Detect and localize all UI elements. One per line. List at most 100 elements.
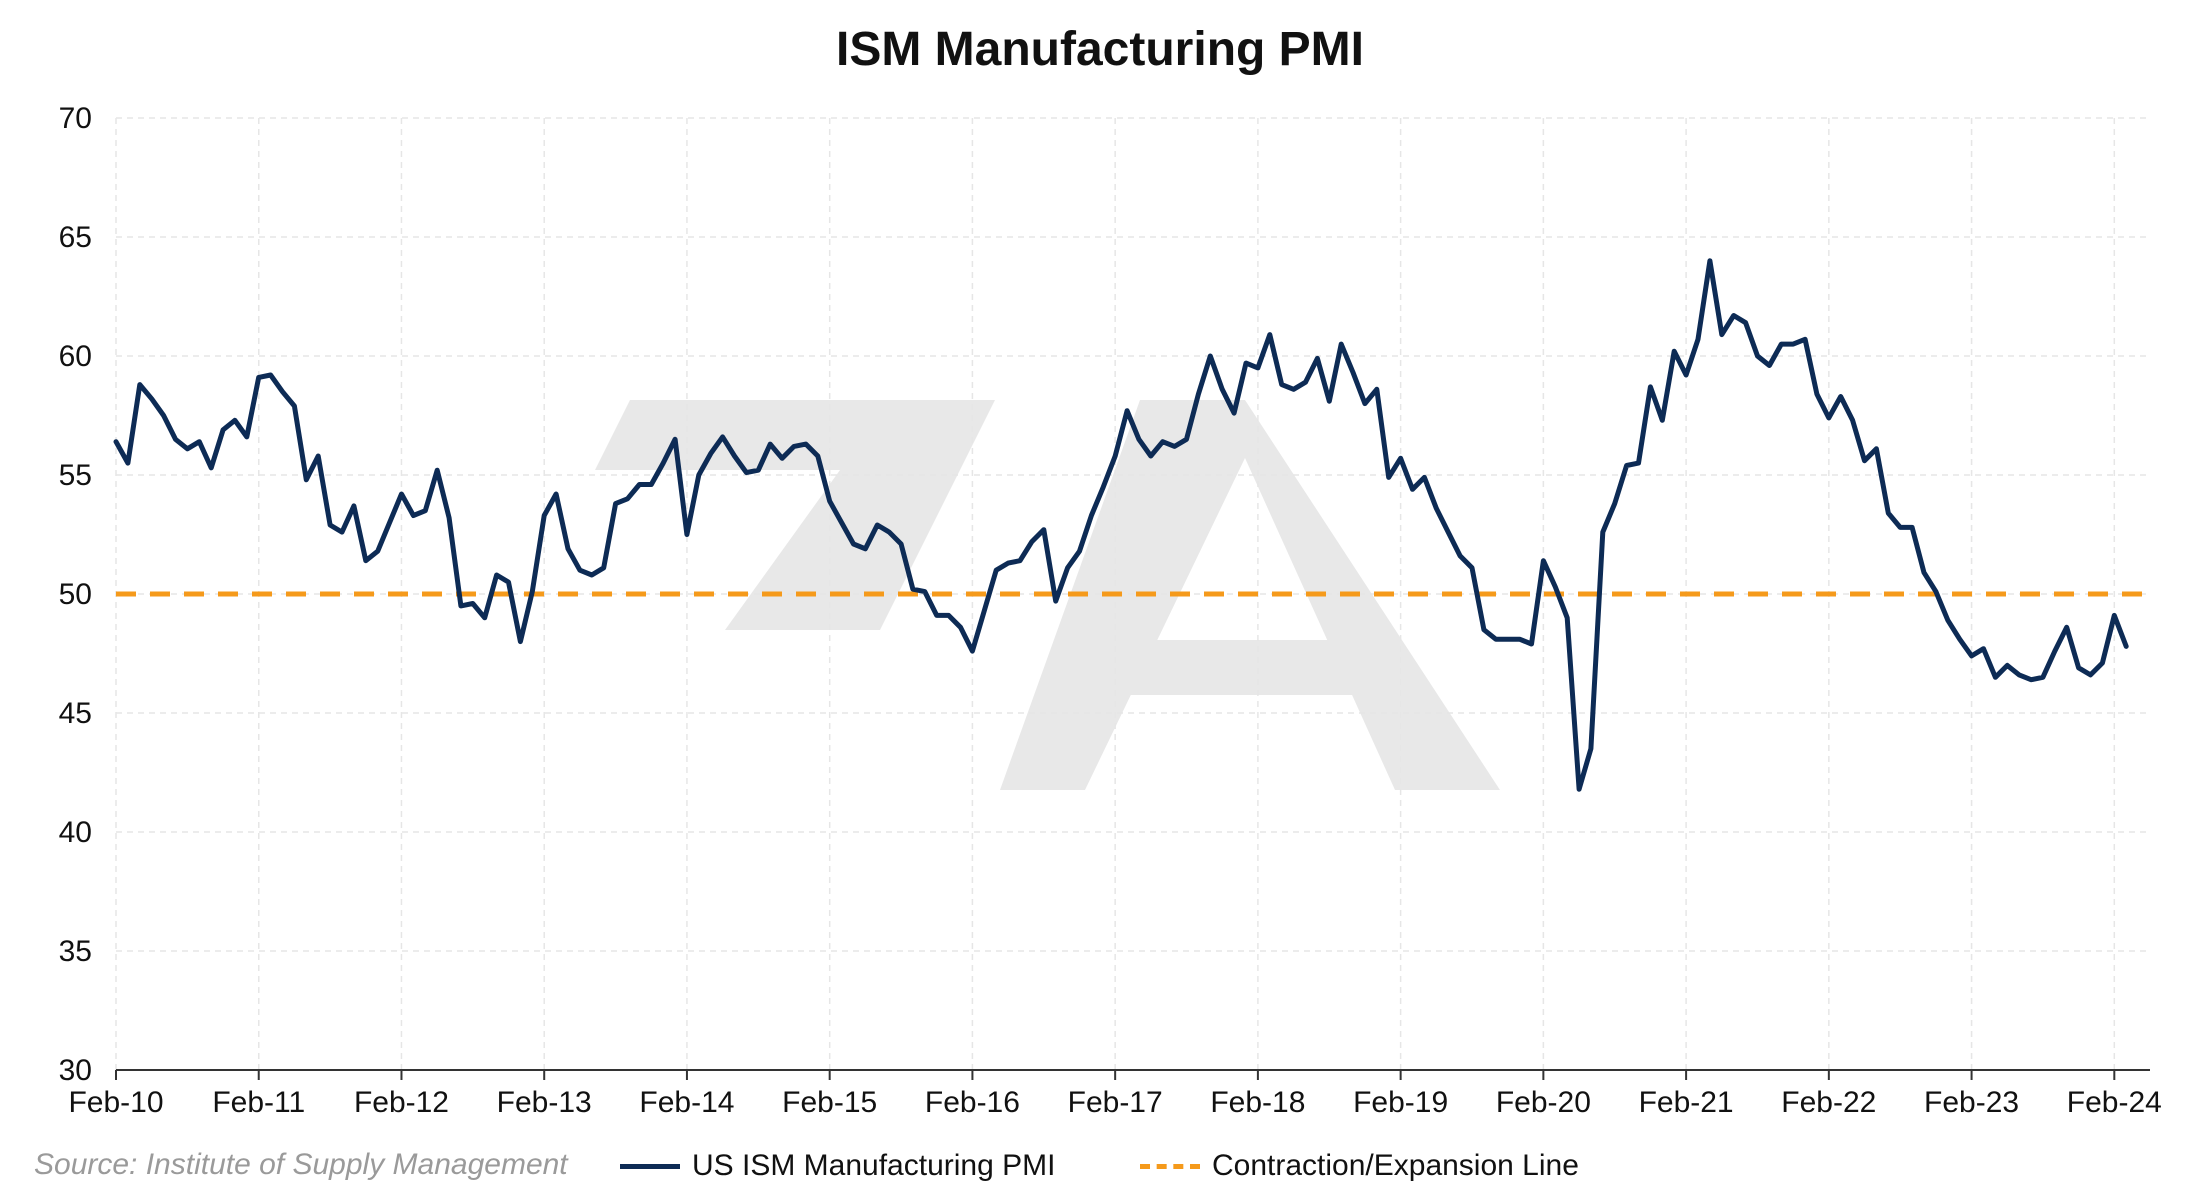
y-tick-label: 55	[59, 459, 92, 492]
pmi-data-point	[1315, 356, 1320, 361]
pmi-data-point	[1874, 446, 1879, 451]
pmi-data-point	[1232, 411, 1237, 416]
pmi-data-point	[1470, 565, 1475, 570]
pmi-data-point	[399, 492, 404, 497]
legend-swatch-pmi	[620, 1163, 680, 1169]
pmi-data-point	[1041, 527, 1046, 532]
pmi-data-point	[1446, 530, 1451, 535]
pmi-data-point	[1743, 320, 1748, 325]
pmi-data-point	[1006, 561, 1011, 566]
pmi-data-point	[125, 461, 130, 466]
pmi-data-point	[304, 477, 309, 482]
pmi-data-point	[2029, 677, 2034, 682]
pmi-data-point	[1993, 675, 1998, 680]
x-tick-label: Feb-14	[639, 1086, 734, 1119]
legend-label-contraction-line: Contraction/Expansion Line	[1212, 1149, 1579, 1182]
pmi-data-point	[851, 542, 856, 547]
pmi-data-point	[1719, 332, 1724, 337]
pmi-data-point	[482, 615, 487, 620]
pmi-data-point	[1969, 653, 1974, 658]
pmi-data-point	[780, 456, 785, 461]
pmi-data-point	[792, 444, 797, 449]
x-tick-label: Feb-24	[2067, 1086, 2162, 1119]
pmi-data-point	[613, 501, 618, 506]
pmi-data-point	[1553, 584, 1558, 589]
pmi-data-point	[1660, 418, 1665, 423]
pmi-data-point	[1160, 439, 1165, 444]
pmi-data-point	[137, 382, 142, 387]
pmi-data-point	[708, 451, 713, 456]
pmi-data-point	[1267, 332, 1272, 337]
pmi-data-point	[1922, 570, 1927, 575]
pmi-data-point	[542, 513, 547, 518]
pmi-data-point	[458, 603, 463, 608]
pmi-data-point	[1291, 387, 1296, 392]
pmi-data-point	[2017, 672, 2022, 677]
pmi-data-point	[1208, 354, 1213, 359]
pmi-data-point	[268, 373, 273, 378]
pmi-data-point	[2100, 661, 2105, 666]
pmi-data-point	[1029, 539, 1034, 544]
pmi-data-point	[1101, 484, 1106, 489]
x-tick-label: Feb-23	[1924, 1086, 2019, 1119]
pmi-data-point	[530, 589, 535, 594]
pmi-data-point	[221, 427, 226, 432]
pmi-data-point	[1707, 258, 1712, 263]
pmi-data-point	[363, 558, 368, 563]
pmi-data-point	[1351, 370, 1356, 375]
pmi-data-point	[910, 587, 915, 592]
y-tick-label: 50	[59, 578, 92, 611]
pmi-data-point	[875, 523, 880, 528]
pmi-data-point	[2064, 625, 2069, 630]
pmi-data-point	[1696, 337, 1701, 342]
pmi-data-point	[1386, 475, 1391, 480]
pmi-data-point	[2076, 665, 2081, 670]
pmi-data-point	[946, 613, 951, 618]
pmi-data-point	[673, 437, 678, 442]
pmi-data-point	[1458, 553, 1463, 558]
pmi-data-point	[375, 549, 380, 554]
pmi-data-point	[1362, 401, 1367, 406]
chart-title: ISM Manufacturing PMI	[836, 23, 1364, 76]
x-tick-label: Feb-15	[782, 1086, 877, 1119]
pmi-data-point	[1565, 615, 1570, 620]
legend-swatch-contraction-line	[1140, 1163, 1200, 1169]
pmi-data-point	[1125, 408, 1130, 413]
pmi-data-point	[1184, 437, 1189, 442]
pmi-data-point	[1279, 382, 1284, 387]
pmi-data-point	[197, 439, 202, 444]
pmi-data-point	[1255, 365, 1260, 370]
pmi-data-point	[423, 508, 428, 513]
pmi-data-point	[1244, 361, 1249, 366]
pmi-data-point	[696, 473, 701, 478]
pmi-data-point	[1981, 646, 1986, 651]
pmi-data-point	[1018, 558, 1023, 563]
pmi-data-point	[1339, 342, 1344, 347]
pmi-data-point	[506, 580, 511, 585]
source-note: Source: Institute of Supply Management	[34, 1148, 568, 1181]
pmi-data-point	[2112, 613, 2117, 618]
pmi-data-point	[1398, 456, 1403, 461]
pmi-series-line	[113, 258, 2129, 792]
pmi-data-point	[1850, 418, 1855, 423]
pmi-data-point	[280, 389, 285, 394]
pmi-data-point	[1113, 454, 1118, 459]
y-tick-label: 40	[59, 816, 92, 849]
pmi-data-point	[1898, 525, 1903, 530]
pmi-data-point	[1767, 363, 1772, 368]
pmi-data-point	[589, 573, 594, 578]
pmi-data-point	[2052, 649, 2057, 654]
pmi-data-point	[2040, 675, 2045, 680]
pmi-data-point	[1779, 342, 1784, 347]
pmi-data-point	[815, 454, 820, 459]
pmi-data-point	[518, 639, 523, 644]
pmi-data-point	[684, 532, 689, 537]
pmi-data-point	[1577, 787, 1582, 792]
pmi-data-point	[1374, 387, 1379, 392]
pmi-data-point	[601, 565, 606, 570]
pmi-data-point	[185, 446, 190, 451]
pmi-data-point	[316, 454, 321, 459]
pmi-data-point	[803, 442, 808, 447]
y-tick-label: 35	[59, 935, 92, 968]
pmi-data-point	[768, 442, 773, 447]
